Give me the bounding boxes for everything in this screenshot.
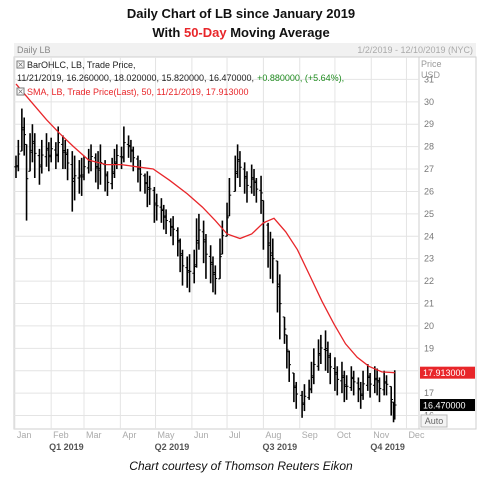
y-tick-label: 27: [424, 164, 434, 174]
x-tick-month-label: Jul: [229, 430, 241, 440]
title-suffix: Moving Average: [226, 25, 330, 40]
y-tick-label: 24: [424, 231, 434, 241]
y-tick-label: 23: [424, 254, 434, 264]
ohlc-bars: [14, 108, 397, 423]
auto-scale-label: Auto: [425, 416, 444, 426]
price-tag-label: 17.913000: [423, 368, 466, 378]
y-tick-label: 26: [424, 186, 434, 196]
price-tags: 17.913000 16.470000: [420, 366, 475, 412]
plot-area: [13, 56, 420, 430]
x-tick-month-label: Aug: [265, 430, 281, 440]
y-tick-label: 19: [424, 343, 434, 353]
x-tick-month-label: Nov: [373, 430, 390, 440]
chart-title-line-2: With 50-Day Moving Average: [0, 25, 482, 40]
close-icon: [18, 62, 23, 67]
price-axis-label: Price: [421, 59, 442, 69]
x-tick-quarter-label: Q4 2019: [370, 442, 405, 452]
price-tag: [420, 399, 475, 412]
chart-caption: Chart courtesy of Thomson Reuters Eikon: [129, 459, 353, 473]
title-accent: 50-Day: [183, 25, 227, 40]
x-tick-month-label: May: [158, 430, 176, 440]
y-tick-label: 30: [424, 97, 434, 107]
y-tick-label: 25: [424, 209, 434, 219]
bar-values: 11/21/2019, 16.260000, 18.020000, 15.820…: [17, 73, 254, 83]
bar-series-label: BarOHLC, LB, Trade Price,: [27, 60, 136, 70]
y-tick-label: 22: [424, 276, 434, 286]
x-tick-month-label: Mar: [86, 430, 102, 440]
x-tick-month-label: Sep: [302, 430, 318, 440]
y-tick-label: 20: [424, 321, 434, 331]
x-tick-month-label: Jan: [17, 430, 32, 440]
x-tick-month-label: Jun: [194, 430, 209, 440]
auto-scale-button[interactable]: [420, 414, 448, 428]
x-tick-quarter-label: Q2 2019: [155, 442, 190, 452]
close-icon: [18, 89, 23, 94]
sma-layer: [15, 83, 395, 374]
y-tick-label: 21: [424, 299, 434, 309]
x-tick-month-label: Feb: [53, 430, 69, 440]
price-tag: [420, 366, 475, 379]
y-tick-label: 31: [424, 74, 434, 84]
x-tick-month-label: Apr: [122, 430, 136, 440]
y-tick-label: 28: [424, 142, 434, 152]
currency-label: USD: [421, 70, 441, 80]
y-tick-label: 17: [424, 388, 434, 398]
chart-header-strip: [14, 43, 476, 57]
x-axis-ticks: Jan Feb Mar Apr May Jun Jul Aug Sep Oct Nov Dec Q1 2…: [17, 430, 425, 452]
bar-change: +0.880000, (+5.64%),: [257, 73, 344, 83]
x-tick-quarter-label: Q3 2019: [263, 442, 298, 452]
sma-series-label: SMA, LB, Trade Price(Last), 50, 11/21/20…: [27, 87, 248, 97]
y-tick-label: 29: [424, 119, 434, 129]
x-tick-month-label: Oct: [337, 430, 352, 440]
legend: BarOHLC, LB, Trade Price, 11/21/2019, 16…: [16, 60, 344, 97]
date-range: 1/2/2019 - 12/10/2019 (NYC): [357, 45, 473, 55]
sma-line: [15, 83, 395, 374]
x-tick-quarter-label: Q1 2019: [49, 442, 84, 452]
panel-name: Daily LB: [17, 45, 51, 55]
chart-title-line-1: Daily Chart of LB since January 2019: [126, 6, 356, 21]
bar-values-line: 11/21/2019, 16.260000, 18.020000, 15.820…: [17, 73, 344, 83]
price-tag-label: 16.470000: [423, 401, 466, 411]
title-prefix: With: [152, 25, 184, 40]
x-tick-month-label: Dec: [408, 430, 425, 440]
